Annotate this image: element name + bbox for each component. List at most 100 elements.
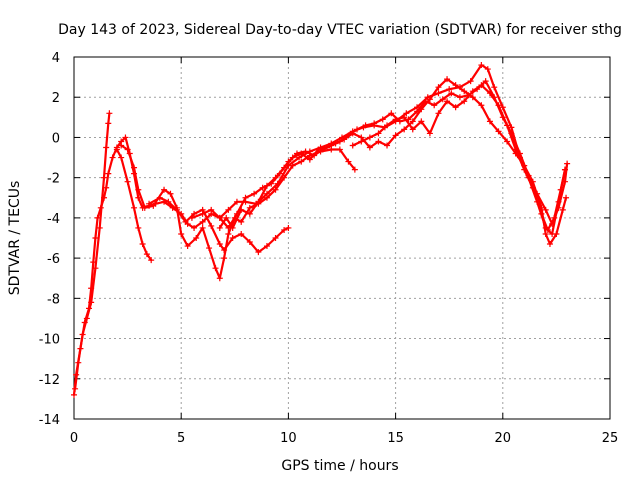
data-point (229, 235, 236, 241)
data-point (559, 206, 566, 213)
data-point (384, 142, 391, 149)
data-point (113, 146, 120, 153)
data-point (345, 132, 352, 139)
data-point (131, 164, 138, 171)
data-point (422, 98, 429, 105)
data-point (375, 138, 382, 145)
y-tick-label: -6 (47, 252, 60, 267)
data-point (255, 249, 262, 256)
data-point (225, 230, 232, 237)
data-point (379, 116, 386, 123)
data-point (165, 198, 172, 205)
data-point (446, 86, 453, 93)
data-point (351, 166, 358, 173)
data-point (392, 132, 399, 139)
data-point (238, 218, 245, 225)
data-point (495, 102, 502, 109)
data-point (285, 224, 292, 231)
data-point (225, 224, 232, 231)
data-point (212, 265, 219, 272)
x-tick-label: 25 (602, 431, 619, 446)
x-tick-label: 10 (280, 431, 297, 446)
data-point (216, 241, 223, 248)
data-point (109, 154, 116, 161)
data-point (131, 204, 138, 211)
data-point (193, 235, 200, 241)
data-point (276, 170, 283, 177)
data-point (242, 194, 249, 201)
data-point (336, 146, 343, 153)
data-point (146, 200, 153, 207)
data-point (366, 144, 373, 151)
data-point (461, 88, 468, 95)
data-point (478, 102, 485, 109)
data-point (251, 190, 258, 197)
data-point (122, 134, 129, 141)
data-point (529, 184, 536, 191)
data-point (281, 174, 288, 181)
data-point (259, 184, 266, 191)
y-tick-label: -4 (47, 212, 60, 227)
data-point (184, 243, 191, 250)
data-point (371, 120, 378, 127)
data-point (444, 76, 451, 83)
data-point (105, 170, 112, 177)
data-point (512, 146, 519, 153)
data-point (225, 206, 232, 213)
data-point (233, 210, 240, 217)
data-point (542, 230, 549, 237)
data-point (71, 391, 77, 398)
data-point (538, 210, 545, 217)
data-point (358, 138, 365, 145)
y-tick-label: 2 (52, 91, 60, 106)
data-point (401, 126, 408, 133)
data-point (452, 82, 459, 89)
data-point (384, 122, 391, 129)
data-point (216, 275, 223, 282)
data-point (439, 96, 446, 103)
data-point (448, 90, 455, 97)
data-point (469, 88, 476, 95)
data-point (150, 202, 157, 209)
data-point (79, 331, 86, 338)
data-point (311, 152, 318, 159)
x-axis-label: GPS time / hours (281, 458, 398, 474)
chart-title: Day 143 of 2023, Sidereal Day-to-day VTE… (58, 22, 622, 38)
series-line-track-7 (190, 79, 569, 229)
data-point (435, 84, 442, 91)
data-point (263, 243, 270, 250)
data-point (486, 118, 493, 125)
data-point (461, 98, 468, 105)
data-point (167, 190, 174, 197)
data-point (199, 210, 206, 217)
data-point (72, 385, 79, 392)
data-point (118, 142, 125, 149)
y-tick-label: 4 (52, 51, 60, 66)
data-point (401, 114, 408, 121)
data-point (486, 90, 493, 97)
data-point (263, 194, 270, 201)
data-point (478, 82, 485, 89)
data-point (414, 108, 421, 115)
data-point (139, 241, 146, 248)
data-point (221, 247, 228, 254)
x-tick-label: 5 (177, 431, 185, 446)
data-point (482, 78, 489, 85)
data-point (564, 160, 571, 167)
data-point (366, 134, 373, 141)
data-point (293, 150, 300, 157)
y-tick-label: -14 (39, 413, 60, 428)
series-line-track-3 (115, 148, 153, 262)
data-point (216, 214, 223, 221)
data-point (75, 359, 82, 366)
data-point (561, 166, 568, 173)
data-point (456, 94, 463, 101)
data-point (191, 224, 198, 231)
data-point (375, 130, 382, 137)
data-point (409, 126, 416, 133)
data-point (124, 146, 131, 153)
series-line-track-8 (351, 84, 567, 232)
data-point (188, 214, 195, 221)
x-tick-label: 15 (387, 431, 404, 446)
